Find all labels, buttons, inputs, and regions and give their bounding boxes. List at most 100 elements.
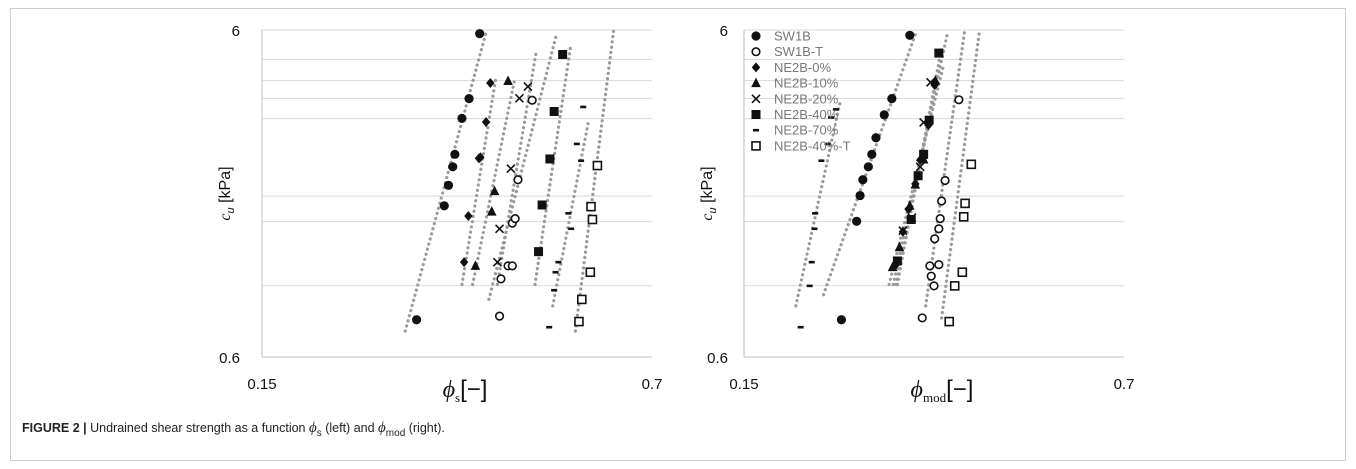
chart-right: 60.60.15 0.7cu [kPa]ϕmod[−]SW1BSW1B-TNE2B… <box>699 23 1134 405</box>
legend: SW1BSW1B-TNE2B-0%NE2B-10%NE2B-20%NE2B-40… <box>751 29 851 153</box>
data-point <box>894 241 905 252</box>
data-point <box>513 175 523 185</box>
data-point <box>934 260 944 270</box>
data-point <box>852 216 862 226</box>
data-point <box>464 94 474 104</box>
data-point <box>806 284 813 288</box>
legend-label: NE2B-10% <box>774 76 839 91</box>
x-axis-symbol: ϕ <box>443 377 455 403</box>
data-point <box>919 149 929 159</box>
data-point <box>537 200 547 210</box>
data-point <box>824 142 831 146</box>
data-point <box>934 224 944 234</box>
data-point <box>930 75 941 85</box>
data-point <box>545 154 555 164</box>
data-point <box>494 224 505 234</box>
y-axis-label: cu [kPa] <box>217 166 237 220</box>
data-point <box>944 316 955 327</box>
legend-marker <box>751 47 761 57</box>
x-tick-label: 0.7 <box>1114 376 1135 393</box>
trendline <box>495 48 539 287</box>
y-axis-unit: [kPa] <box>699 166 716 207</box>
data-point <box>459 257 469 268</box>
data-point <box>494 311 505 321</box>
caption-phi-mod: ϕmod <box>378 420 406 439</box>
legend-label: NE2B-0% <box>774 60 832 75</box>
data-point <box>867 149 877 159</box>
data-point <box>534 247 544 257</box>
data-point <box>828 116 835 119</box>
x-axis-subscript: mod <box>923 390 947 405</box>
data-point <box>832 108 839 111</box>
data-point <box>475 28 485 39</box>
caption-phi-s: ϕs <box>308 420 322 439</box>
x-axis-subscript: s <box>455 390 460 405</box>
x-tick-label: 0.15 <box>247 376 276 393</box>
data-point <box>439 201 449 211</box>
data-point <box>549 106 559 116</box>
data-point <box>887 261 898 272</box>
trendline <box>924 30 967 308</box>
legend-label: SW1B-T <box>774 44 823 59</box>
data-point <box>917 313 927 323</box>
data-point <box>489 185 500 196</box>
series-sw1b <box>836 30 915 325</box>
data-point <box>958 212 969 222</box>
y-axis-label: cu [kPa] <box>699 166 719 220</box>
data-point <box>565 212 572 215</box>
data-point <box>913 171 923 181</box>
x-axis-symbol: ϕ <box>911 377 923 403</box>
data-point <box>934 48 944 58</box>
data-point <box>960 198 970 209</box>
data-point <box>443 180 454 190</box>
x-tick-label: 0.15 <box>729 376 758 393</box>
data-point <box>576 294 587 305</box>
legend-label: NE2B-40% <box>774 107 839 122</box>
data-point <box>915 162 925 172</box>
data-point <box>523 81 533 92</box>
series-ne2b-40-t <box>574 160 603 327</box>
series-ne2b-20- <box>492 81 533 267</box>
data-point <box>568 227 575 231</box>
data-point <box>836 315 847 325</box>
legend-marker <box>751 110 761 119</box>
legend-label: NE2B-70% <box>774 123 839 138</box>
data-point <box>551 288 558 292</box>
series-ne2b-20- <box>898 77 936 236</box>
legend-label: NE2B-20% <box>774 91 839 106</box>
trendline <box>487 30 559 302</box>
data-point <box>898 226 908 236</box>
data-point <box>587 214 598 225</box>
y-tick-label: 0.6 <box>219 350 240 367</box>
legend-marker <box>751 94 761 104</box>
data-point <box>457 113 467 123</box>
legend-marker <box>751 141 761 151</box>
legend-marker <box>751 62 761 73</box>
trendline <box>794 100 842 308</box>
data-point <box>892 256 902 266</box>
legend-label: NE2B-40%-T <box>774 138 851 153</box>
legend-label: SW1B <box>774 29 811 44</box>
data-point <box>871 133 881 143</box>
series-ne2b-40- <box>892 48 944 266</box>
data-point <box>464 210 473 221</box>
data-point <box>818 159 825 163</box>
data-point <box>936 196 947 206</box>
series-sw1b-t <box>917 95 964 323</box>
y-axis-symbol: c <box>699 213 716 220</box>
data-point <box>811 227 818 231</box>
data-point <box>879 110 889 120</box>
x-axis-label: ϕmod[−] <box>911 376 974 405</box>
data-point <box>863 162 873 172</box>
trendline <box>460 75 498 287</box>
y-axis-subscript: u <box>707 207 719 213</box>
data-point <box>906 214 916 224</box>
y-axis-subscript: u <box>225 207 237 213</box>
data-point <box>915 155 925 166</box>
y-tick-label: 6 <box>720 23 728 40</box>
caption-text-2: (left) and <box>321 421 379 435</box>
series-sw1b <box>411 28 485 325</box>
data-point <box>552 270 559 274</box>
data-point <box>411 315 422 325</box>
